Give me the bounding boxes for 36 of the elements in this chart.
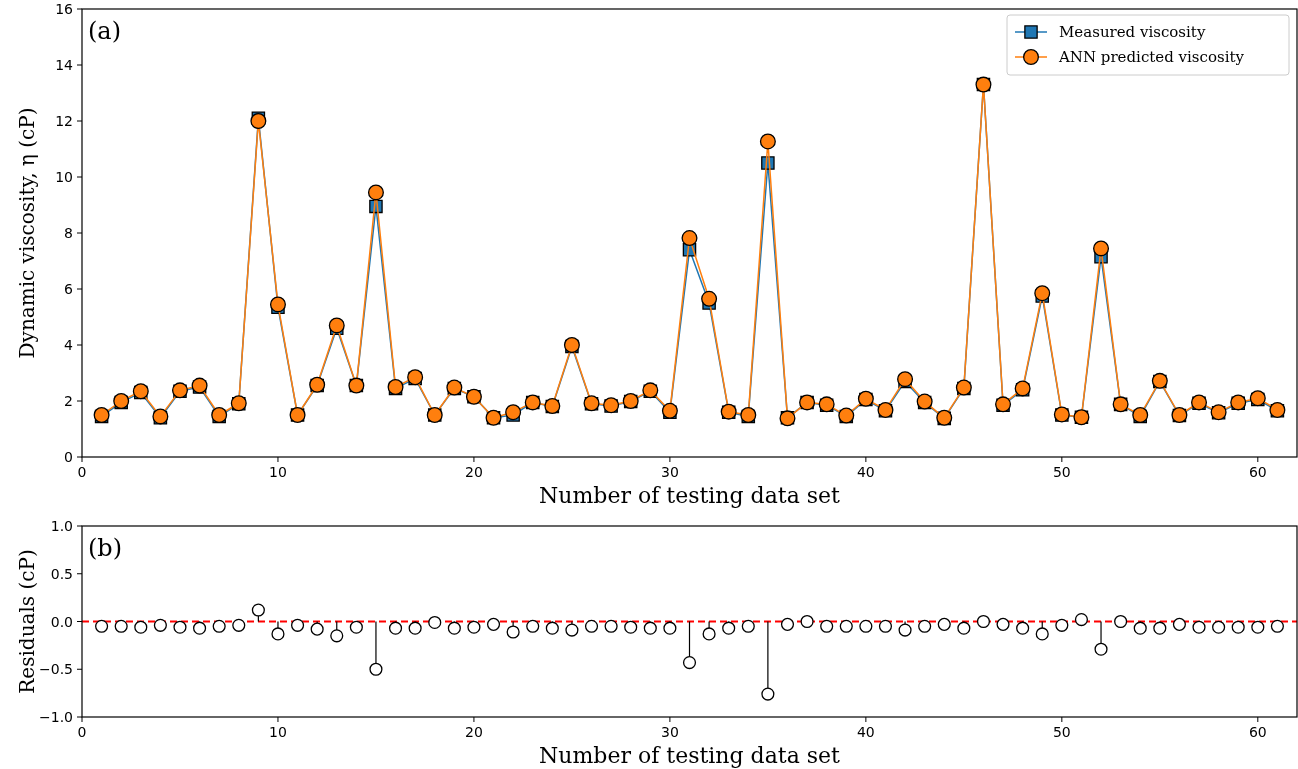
x-tick-label: 0 <box>77 464 87 480</box>
x-tick-label: 0 <box>77 724 87 740</box>
x-tick-label: 30 <box>660 724 679 740</box>
y-axis-title: Dynamic viscosity, η (cP) <box>15 107 39 359</box>
x-tick-label: 10 <box>269 464 287 480</box>
x-tick-label: 50 <box>1052 464 1071 480</box>
x-tick-label: 60 <box>1248 464 1267 480</box>
x-tick-label: 40 <box>856 464 875 480</box>
x-axis-title: Number of testing data set <box>539 483 841 508</box>
y-axis-title: Residuals (cP) <box>15 549 39 694</box>
y-tick-label: 0.5 <box>50 565 73 582</box>
y-tick-label: 0 <box>64 449 73 465</box>
y-tick-label: 16 <box>55 1 74 17</box>
chart-title: (b) <box>88 534 123 562</box>
x-tick-label: 50 <box>1052 724 1071 740</box>
x-tick-label: 60 <box>1248 724 1267 740</box>
y-tick-label: 8 <box>64 225 73 241</box>
y-tick-label: 1.0 <box>50 518 73 534</box>
y-tick-label: 4 <box>64 337 74 353</box>
x-tick-label: 20 <box>465 724 483 740</box>
x-axis-title: Number of testing data set <box>539 743 841 768</box>
x-tick-label: 20 <box>465 464 483 480</box>
y-tick-label: −1.0 <box>39 709 73 725</box>
x-tick-label: 10 <box>269 724 287 740</box>
legend-label: Measured viscosity <box>1059 23 1206 41</box>
y-tick-label: 14 <box>55 57 74 73</box>
y-tick-label: 12 <box>55 113 73 129</box>
y-tick-label: −0.5 <box>39 661 73 678</box>
y-tick-label: 0.0 <box>50 613 73 630</box>
y-tick-label: 6 <box>64 281 74 297</box>
y-tick-label: 10 <box>55 169 73 185</box>
x-tick-label: 30 <box>660 464 679 480</box>
x-tick-label: 40 <box>856 724 875 740</box>
chart-title: (a) <box>88 17 122 45</box>
y-tick-label: 2 <box>64 393 73 409</box>
legend-label: ANN predicted viscosity <box>1058 48 1245 66</box>
